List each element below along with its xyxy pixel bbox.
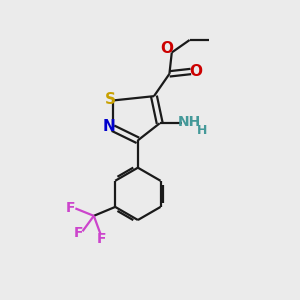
Text: H: H [197, 124, 207, 137]
Text: F: F [73, 226, 83, 240]
Text: NH: NH [178, 115, 201, 129]
Text: F: F [65, 201, 75, 215]
Text: F: F [97, 232, 106, 246]
Text: S: S [105, 92, 116, 107]
Text: N: N [103, 119, 116, 134]
Text: O: O [160, 40, 173, 56]
Text: O: O [190, 64, 203, 79]
